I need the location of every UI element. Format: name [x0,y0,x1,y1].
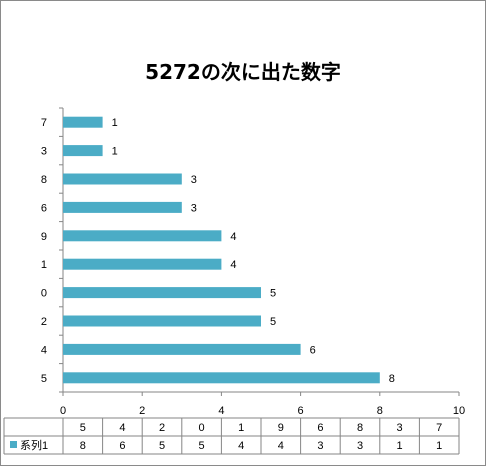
y-tick-label: 8 [41,174,47,186]
data-label: 4 [230,231,236,243]
data-label: 5 [270,288,276,300]
bar [63,287,261,299]
data-label: 4 [230,259,236,271]
table-value-cell: 4 [238,440,244,452]
bar [63,258,222,270]
data-label: 3 [191,202,197,214]
bar [63,343,301,355]
bar [63,315,261,327]
table-header-cell: 0 [199,422,205,434]
x-tick-label: 6 [298,405,304,417]
y-tick-label: 5 [41,373,47,385]
table-header-cell: 1 [238,422,244,434]
data-label: 1 [112,117,118,129]
data-label: 1 [112,146,118,158]
y-tick-label: 1 [41,259,47,271]
table-value-cell: 3 [317,440,323,452]
data-label: 6 [310,344,316,356]
chart-title: 5272の次に出た数字 [145,60,341,84]
x-tick-label: 4 [218,405,224,417]
bar [63,372,380,384]
table-header-cell: 3 [397,422,403,434]
y-tick-label: 3 [41,146,47,158]
data-label: 8 [389,373,395,385]
table-header-cell: 9 [278,422,284,434]
table-value-cell: 6 [119,440,125,452]
x-tick-label: 10 [453,405,465,417]
y-tick-label: 6 [41,202,47,214]
table-value-cell: 1 [436,440,442,452]
table-value-cell: 3 [357,440,363,452]
table-header-cell: 4 [119,422,125,434]
data-label: 3 [191,174,197,186]
bar [63,145,103,157]
table-header-cell: 6 [317,422,323,434]
table-value-cell: 1 [397,440,403,452]
x-tick-label: 0 [60,405,66,417]
legend-series-name: 系列1 [20,438,48,452]
y-tick-label: 2 [41,316,47,328]
x-tick-label: 2 [139,405,145,417]
x-tick-label: 8 [377,405,383,417]
table-header-cell: 7 [436,422,442,434]
table-value-cell: 5 [159,440,165,452]
legend-key-swatch [10,441,17,448]
table-value-cell: 8 [80,440,86,452]
y-tick-label: 0 [41,288,47,300]
bar [63,201,182,213]
y-tick-label: 9 [41,231,47,243]
table-value-cell: 5 [199,440,205,452]
bar [63,116,103,128]
table-value-cell: 4 [278,440,284,452]
bar [63,173,182,185]
table-header-cell: 8 [357,422,363,434]
table-header-cell: 5 [80,422,86,434]
y-tick-label: 4 [41,344,47,356]
data-label: 5 [270,316,276,328]
table-header-cell: 2 [159,422,165,434]
y-tick-label: 7 [41,117,47,129]
bar [63,230,222,242]
